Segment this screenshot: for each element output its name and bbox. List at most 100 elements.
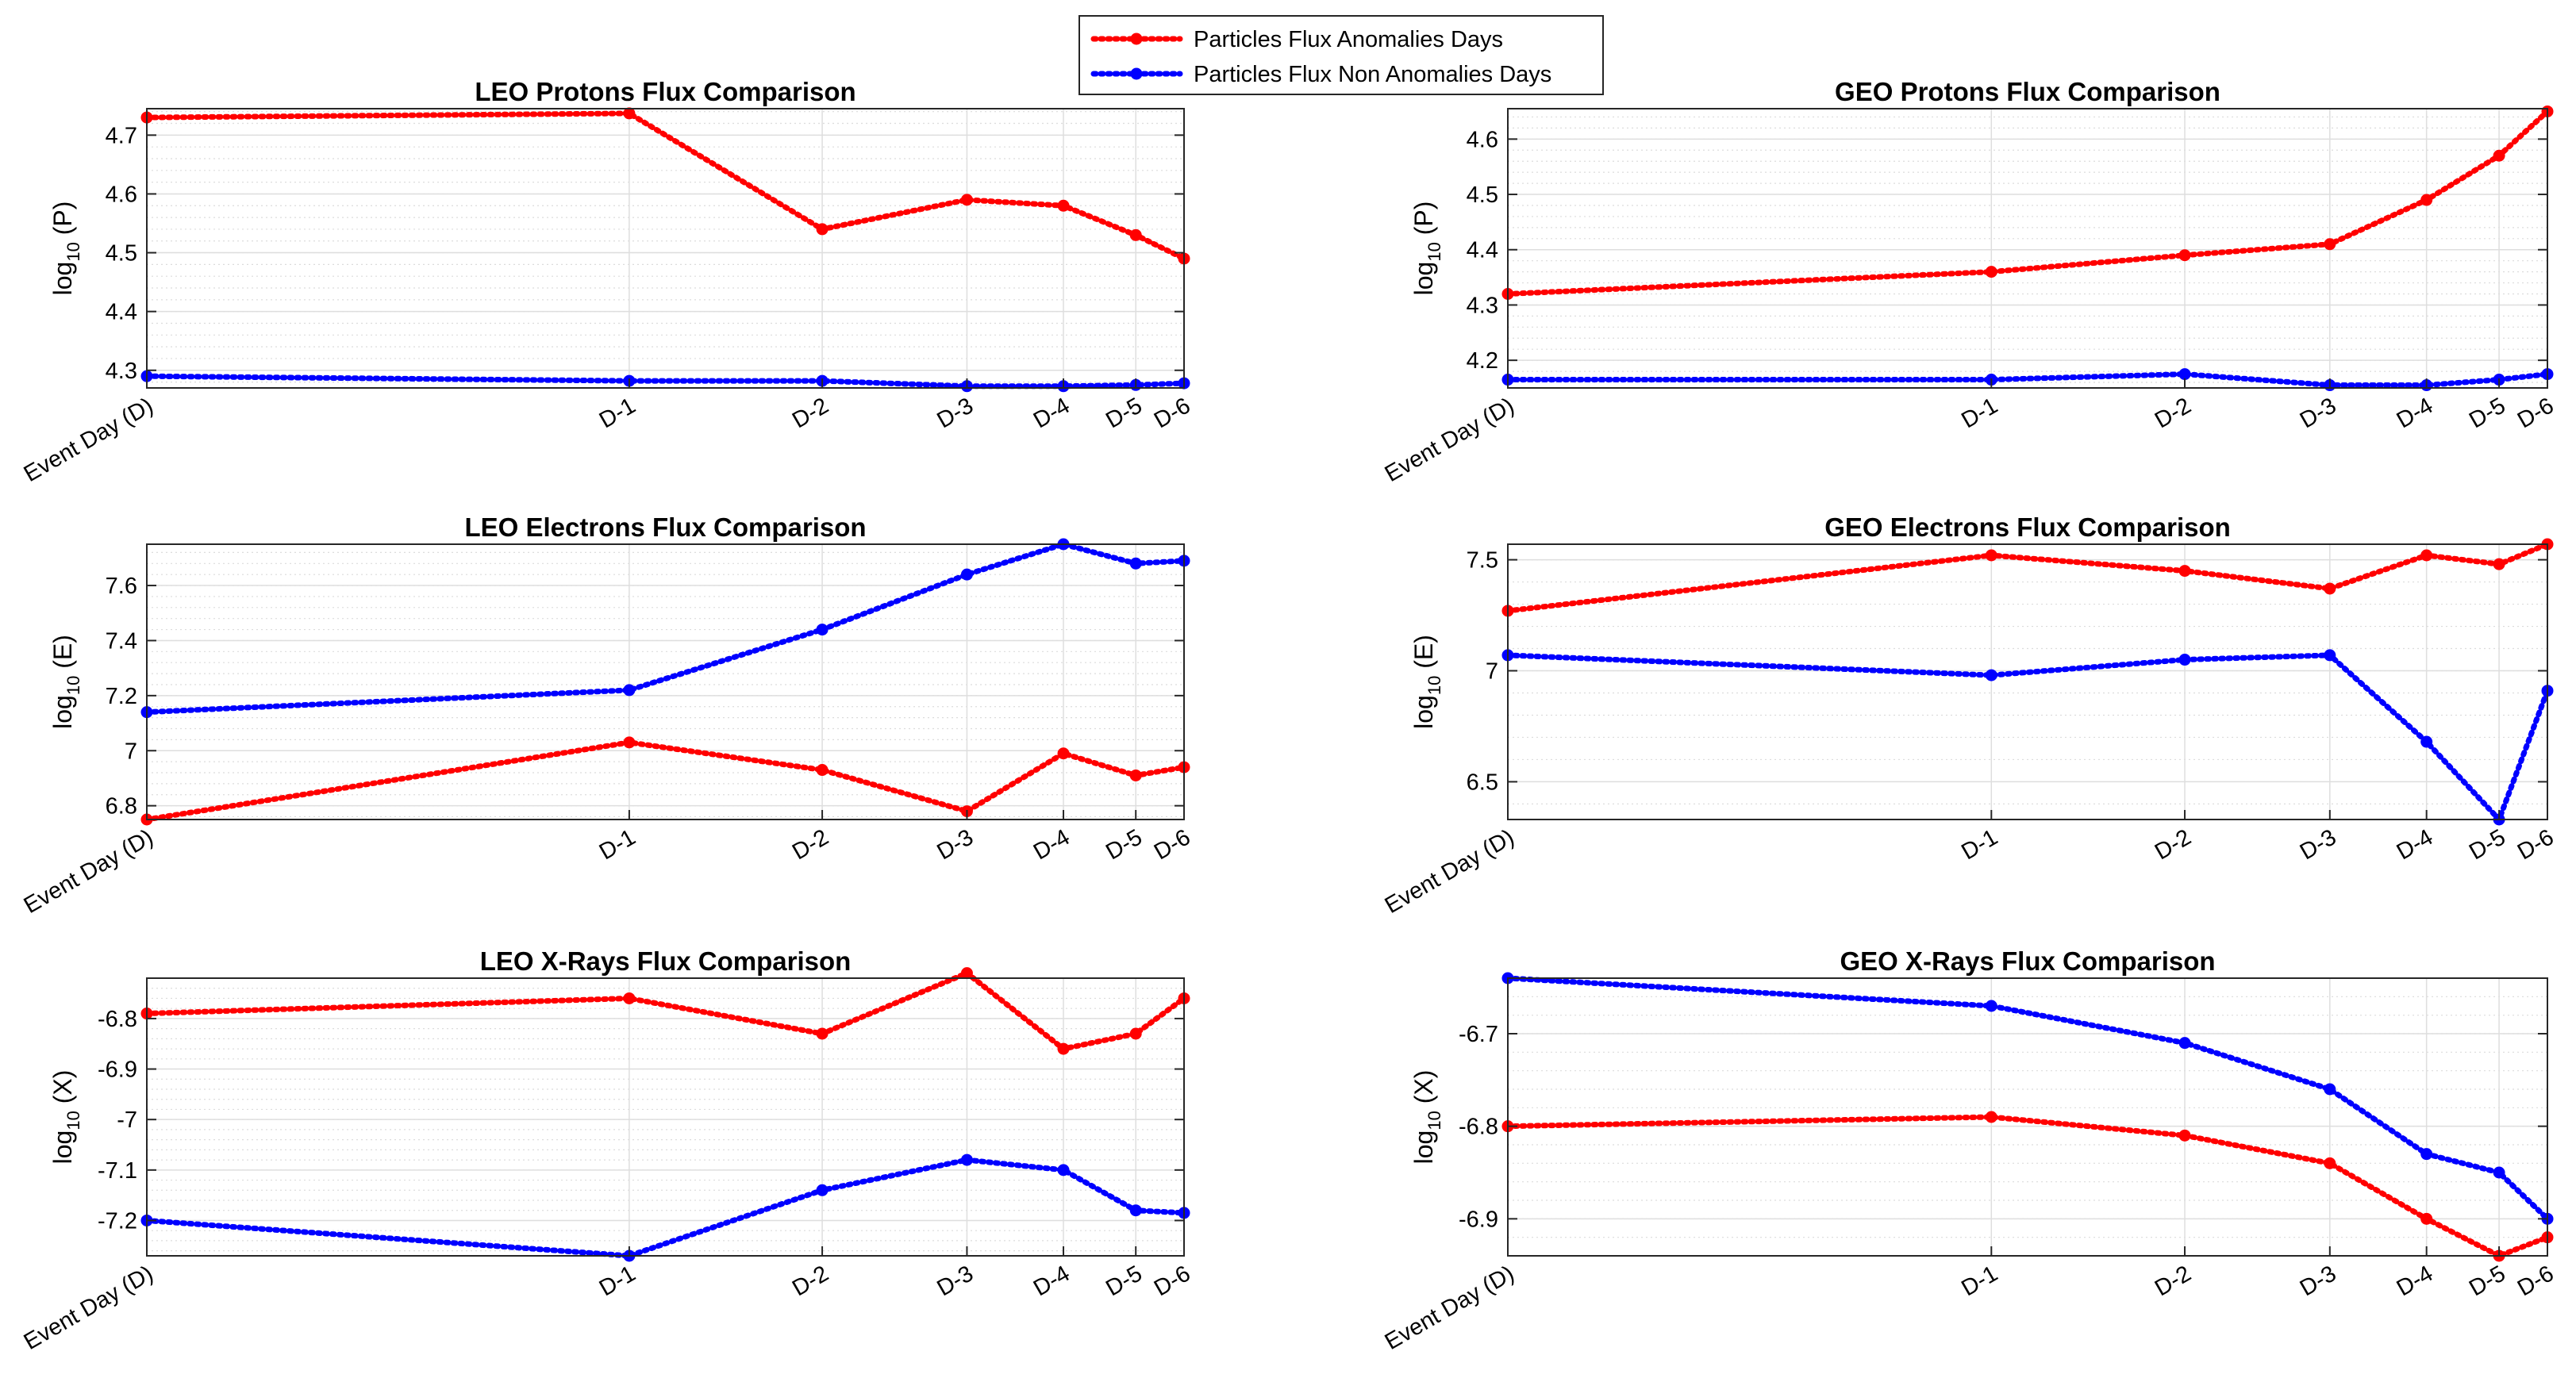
plot-area	[1508, 978, 2547, 1256]
x-tick-label: Event Day (D)	[1381, 824, 1519, 919]
data-point	[2420, 735, 2433, 748]
x-tick-label: D-5	[1102, 824, 1146, 865]
x-tick-label: D-1	[1957, 1261, 2001, 1301]
x-tick-label: D-1	[595, 393, 640, 433]
x-tick-label: D-5	[2465, 824, 2509, 865]
y-axis-label-main: log	[48, 1130, 77, 1165]
data-point	[816, 223, 829, 236]
chart-panel: 6.8 7 7.2 7.4 7.6 Event Day (D) D-1 D-2 D-3 D-4 D-…	[20, 512, 1195, 919]
data-point	[1057, 1164, 1070, 1176]
x-tick-label: Event Day (D)	[20, 1261, 158, 1355]
data-point	[1985, 266, 1997, 278]
y-tick-label: 7	[1486, 659, 1498, 685]
y-tick-label: -6.9	[98, 1057, 137, 1083]
data-point	[1129, 769, 1142, 781]
axes-box	[1507, 543, 2548, 820]
y-axis-label: log10 (E)	[1409, 635, 1444, 729]
data-point	[2420, 194, 2433, 206]
y-axis-label: log10 (P)	[1409, 202, 1444, 296]
plot-area	[1508, 109, 2547, 388]
x-tick-label: Event Day (D)	[1381, 1261, 1519, 1355]
y-tick-label: -7	[117, 1107, 137, 1133]
data-point	[1985, 1000, 1997, 1012]
y-tick-label: 4.6	[1467, 127, 1498, 152]
data-point	[1129, 1027, 1142, 1040]
x-tick-label: D-2	[788, 393, 832, 433]
x-tick-label: D-6	[2513, 393, 2558, 433]
data-point	[1129, 557, 1142, 570]
data-point	[2178, 249, 2191, 262]
chart-panel: 6.5 7 7.5 Event Day (D) D-1 D-2 D-3 D-4 D-5 D-6 GE…	[1381, 512, 2559, 919]
x-tick-label: D-3	[932, 824, 977, 865]
data-point	[960, 568, 973, 581]
x-tick-label: D-2	[788, 1261, 832, 1301]
x-tick-label: D-5	[1102, 393, 1146, 433]
data-point	[1985, 549, 1997, 562]
data-point	[623, 736, 636, 749]
chart-title: LEO Electrons Flux Comparison	[464, 512, 866, 542]
data-point	[1985, 1111, 1997, 1123]
x-tick-label: D-6	[2513, 824, 2558, 865]
chart-panel: 4.2 4.3 4.4 4.5 4.6 Event Day (D) D-1 D-2 D-3 D-4…	[1381, 77, 2559, 487]
y-axis-label: log10 (X)	[48, 1070, 83, 1165]
data-point	[2178, 565, 2191, 578]
x-tick-label: D-3	[2296, 824, 2340, 865]
x-tick-label: D-4	[2393, 393, 2437, 433]
y-axis-label-main: log	[1409, 262, 1438, 296]
chart-panel: 4.3 4.4 4.5 4.6 4.7 Event Day (D) D-1 D-2 D-3 D-4…	[20, 77, 1195, 487]
x-tick-label: Event Day (D)	[20, 824, 158, 919]
data-point	[1057, 747, 1070, 760]
y-tick-label: 4.5	[106, 241, 137, 267]
plot-area	[1508, 544, 2547, 820]
chart-title: LEO Protons Flux Comparison	[475, 77, 855, 106]
legend: Particles Flux Anomalies Days Particles F…	[1078, 15, 1604, 95]
x-tick-label: D-4	[1029, 824, 1074, 865]
data-point	[2493, 558, 2505, 570]
y-axis-label: log10 (X)	[1409, 1070, 1444, 1165]
x-tick-label: D-2	[2151, 824, 2195, 865]
legend-box	[1078, 15, 1604, 95]
x-tick-label: Event Day (D)	[1381, 393, 1519, 487]
plot-area	[147, 978, 1184, 1256]
data-point	[2420, 1212, 2433, 1225]
y-tick-label: 7.6	[106, 574, 137, 599]
data-point	[623, 684, 636, 697]
axes-box	[1507, 977, 2548, 1257]
y-axis-label-subscript: 10	[63, 242, 83, 261]
x-tick-label: D-4	[2393, 824, 2437, 865]
y-tick-label: 7	[125, 739, 137, 764]
chart-title: LEO X-Rays Flux Comparison	[480, 946, 852, 976]
y-axis-label: log10 (P)	[48, 202, 83, 296]
y-tick-label: 4.6	[106, 182, 137, 207]
axes-box	[1507, 108, 2548, 389]
data-point	[960, 194, 973, 206]
data-point	[2324, 1083, 2336, 1096]
y-axis-label-main: log	[1409, 695, 1438, 729]
x-tick-label: D-6	[2513, 1261, 2558, 1301]
data-point	[2420, 1148, 2433, 1161]
y-axis-label-subscript: 10	[1424, 1111, 1444, 1130]
data-point	[960, 967, 973, 980]
plot-area	[147, 544, 1184, 820]
data-point	[623, 107, 636, 120]
x-tick-label: D-5	[2465, 393, 2509, 433]
data-point	[2178, 1037, 2191, 1050]
data-point	[2324, 649, 2336, 662]
y-tick-label: -7.1	[98, 1158, 137, 1184]
x-tick-label: D-2	[2151, 1261, 2195, 1301]
data-point	[2420, 549, 2433, 562]
y-axis-label-subscript: 10	[1424, 676, 1444, 695]
y-axis-label-unit: (P)	[1409, 202, 1438, 243]
legend-marker	[1130, 67, 1143, 80]
x-tick-label: D-5	[2465, 1261, 2509, 1301]
x-tick-label: D-3	[932, 1261, 977, 1301]
x-tick-label: D-6	[1150, 1261, 1194, 1301]
y-tick-label: 4.7	[106, 123, 137, 148]
legend-label: Particles Flux Non Anomalies Days	[1194, 62, 1551, 87]
x-tick-label: D-3	[2296, 1261, 2340, 1301]
panels: 4.3 4.4 4.5 4.6 4.7 Event Day (D) D-1 D-2 D-3 D-4…	[20, 77, 2559, 1355]
data-point	[2178, 654, 2191, 666]
y-tick-label: -6.9	[1459, 1207, 1498, 1232]
data-point	[816, 1027, 829, 1040]
